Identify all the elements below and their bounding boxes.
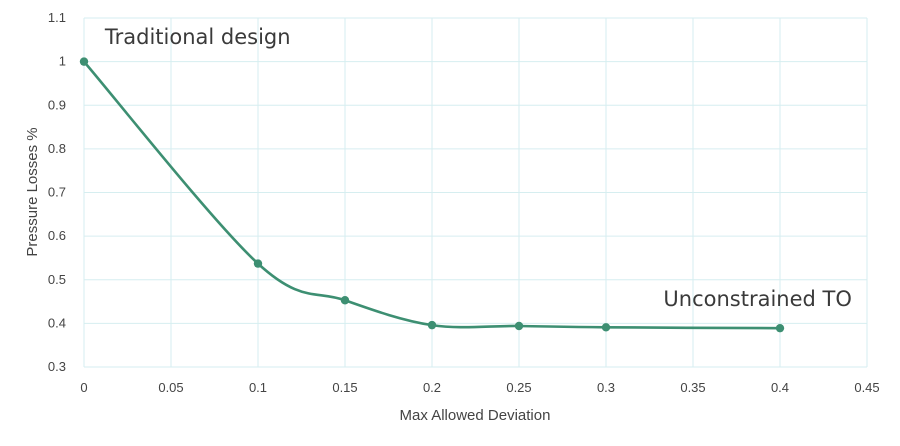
y-tick-label: 0.6: [48, 228, 66, 243]
data-point: [514, 321, 524, 331]
x-tick-label: 0.2: [423, 380, 441, 395]
data-point: [340, 296, 350, 305]
y-tick-labels: 0.3 0.4 0.5 0.6 0.7 0.8 0.9 1 1.1: [48, 10, 66, 374]
data-point: [601, 323, 611, 332]
grid: [83, 17, 868, 368]
series: [79, 57, 785, 333]
x-axis-title: Max Allowed Deviation: [400, 407, 551, 424]
x-tick-label: 0.15: [332, 380, 357, 395]
y-tick-label: 0.5: [48, 272, 66, 287]
annotations: Traditional design Unconstrained TO: [104, 25, 852, 311]
y-tick-label: 0.7: [48, 185, 66, 200]
series-line: [83, 60, 781, 330]
y-tick-label: 1.1: [48, 10, 66, 25]
annotation-label: Unconstrained TO: [663, 287, 852, 311]
y-tick-label: 0.8: [48, 141, 66, 156]
y-tick-label: 0.9: [48, 97, 66, 112]
y-tick-label: 0.4: [48, 315, 66, 330]
x-tick-label: 0.1: [249, 380, 267, 395]
data-point: [427, 320, 437, 330]
x-tick-label: 0.35: [680, 380, 705, 395]
x-tick-label: 0.25: [506, 380, 531, 395]
data-point: [253, 259, 263, 268]
x-tick-label: 0.3: [597, 380, 615, 395]
x-tick-label: 0.4: [771, 380, 789, 395]
data-point: [775, 323, 785, 333]
y-tick-label: 1: [59, 54, 66, 69]
x-tick-labels: 0 0.05 0.1 0.15 0.2 0.25 0.3 0.35 0.4 0.45: [80, 380, 879, 395]
x-tick-label: 0.05: [158, 380, 183, 395]
y-axis-title: Pressure Losses %: [24, 127, 41, 256]
annotation-label: Traditional design: [104, 25, 291, 49]
x-tick-label: 0.45: [854, 380, 879, 395]
data-point: [79, 57, 89, 66]
y-tick-label: 0.3: [48, 359, 66, 374]
x-tick-label: 0: [80, 380, 87, 395]
